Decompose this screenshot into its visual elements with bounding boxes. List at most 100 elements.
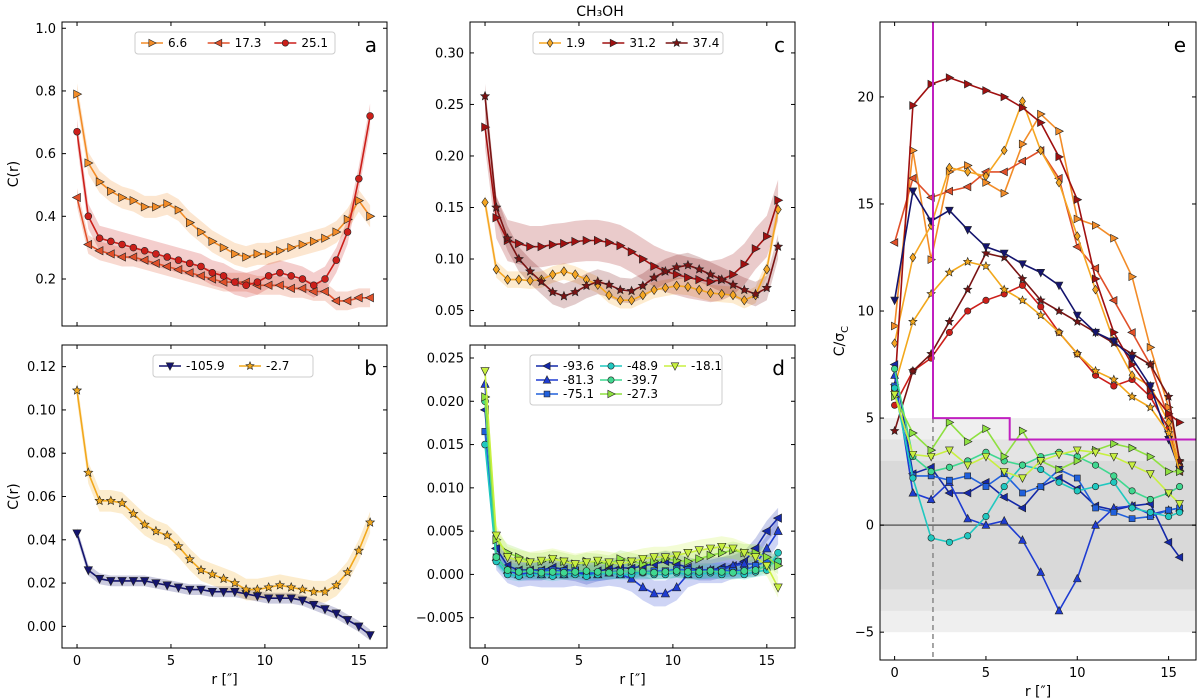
panel-label: a bbox=[365, 33, 377, 57]
data-point bbox=[83, 467, 94, 478]
legend-box bbox=[532, 31, 724, 55]
legend-entry: 17.3 bbox=[235, 36, 262, 50]
data-point bbox=[1072, 446, 1082, 456]
series-37.4 bbox=[479, 90, 784, 301]
data-point bbox=[1127, 354, 1137, 364]
data-point bbox=[616, 240, 626, 251]
data-point bbox=[1018, 426, 1028, 436]
y-tick-label: 0.05 bbox=[435, 304, 464, 319]
data-point bbox=[151, 579, 161, 589]
error-band-17.3 bbox=[77, 188, 371, 311]
data-point bbox=[761, 282, 772, 293]
data-point bbox=[604, 558, 614, 568]
data-point bbox=[964, 161, 973, 170]
data-point bbox=[945, 328, 953, 336]
data-point bbox=[1127, 461, 1137, 471]
data-point bbox=[252, 592, 263, 602]
data-point bbox=[728, 544, 738, 554]
data-point bbox=[908, 316, 918, 326]
data-point bbox=[309, 236, 319, 247]
data-point bbox=[185, 585, 195, 595]
y-tick-label: 0.00 bbox=[27, 620, 56, 635]
data-point bbox=[945, 446, 954, 456]
data-point bbox=[548, 239, 558, 250]
legend-marker bbox=[607, 389, 616, 399]
plot-area-e bbox=[880, 22, 1196, 660]
data-point bbox=[332, 227, 342, 237]
legend-marker bbox=[543, 390, 551, 398]
data-point bbox=[479, 90, 491, 101]
data-point bbox=[660, 265, 671, 276]
data-point bbox=[253, 249, 263, 259]
data-point bbox=[1128, 360, 1138, 369]
data-point bbox=[890, 390, 899, 400]
panel-c: 0.05 0.10 0.15 0.20 0.25 0.30 c 1.9 31.2 37.4 bbox=[435, 21, 796, 327]
data-point bbox=[908, 488, 918, 497]
data-point bbox=[105, 249, 115, 259]
data-point bbox=[1145, 402, 1156, 412]
data-point bbox=[536, 556, 547, 566]
error-band-25.1 bbox=[77, 103, 371, 298]
data-point bbox=[1017, 503, 1026, 513]
data-point bbox=[73, 127, 81, 136]
data-point bbox=[650, 568, 658, 577]
series-line--2.7 bbox=[76, 390, 371, 593]
data-point bbox=[1017, 156, 1026, 166]
data-point bbox=[627, 295, 636, 306]
data-point bbox=[962, 284, 973, 294]
data-point bbox=[140, 577, 150, 587]
data-point bbox=[240, 584, 252, 594]
data-point bbox=[502, 233, 513, 243]
data-point bbox=[71, 192, 81, 203]
data-point bbox=[105, 495, 116, 506]
panel-a: 0.2 0.4 0.6 0.8 1.0 C(r) a 6.6 17.3 25.1 bbox=[6, 21, 388, 327]
data-point bbox=[660, 588, 671, 598]
data-point bbox=[492, 213, 502, 223]
y-tick-label: 0.08 bbox=[27, 447, 56, 462]
legend-marker bbox=[671, 38, 682, 48]
panel-label: c bbox=[774, 33, 785, 57]
panel-label: b bbox=[364, 356, 377, 380]
x-tick-label: 0 bbox=[890, 666, 898, 681]
data-point bbox=[1018, 139, 1028, 149]
y-axis-label: C(r) bbox=[6, 161, 22, 187]
error-band-37.4 bbox=[485, 83, 779, 309]
data-point bbox=[716, 274, 727, 284]
data-point bbox=[321, 275, 329, 283]
legend-marker bbox=[670, 362, 680, 371]
data-point bbox=[982, 296, 990, 304]
error-band--81.3 bbox=[485, 371, 779, 607]
legend-entry: 6.6 bbox=[168, 36, 187, 50]
data-point bbox=[128, 252, 138, 262]
data-point bbox=[999, 284, 1010, 294]
data-point bbox=[1174, 552, 1184, 562]
data-point bbox=[891, 338, 898, 348]
data-point bbox=[705, 269, 716, 279]
data-point bbox=[1127, 328, 1136, 337]
data-point bbox=[944, 316, 955, 326]
data-point bbox=[571, 236, 581, 247]
error-band-31.2 bbox=[485, 106, 779, 303]
data-point bbox=[537, 242, 547, 252]
data-point bbox=[772, 241, 784, 252]
data-point bbox=[197, 227, 207, 237]
data-point bbox=[751, 566, 760, 574]
data-point bbox=[626, 285, 637, 296]
data-point bbox=[524, 265, 536, 276]
data-point bbox=[982, 513, 990, 521]
data-point bbox=[355, 174, 363, 183]
data-point bbox=[684, 281, 692, 292]
data-point bbox=[1019, 489, 1026, 497]
legend-entry: -27.3 bbox=[627, 387, 658, 401]
data-point bbox=[1090, 365, 1101, 376]
data-point bbox=[1036, 457, 1046, 466]
data-point bbox=[1165, 506, 1172, 514]
data-point bbox=[1073, 231, 1081, 241]
data-point bbox=[1108, 295, 1118, 305]
data-point bbox=[481, 122, 491, 132]
data-point bbox=[1073, 195, 1083, 205]
y-tick-label: 0.04 bbox=[27, 533, 56, 548]
data-point bbox=[353, 545, 364, 555]
data-point bbox=[637, 280, 648, 291]
data-point bbox=[128, 508, 139, 519]
